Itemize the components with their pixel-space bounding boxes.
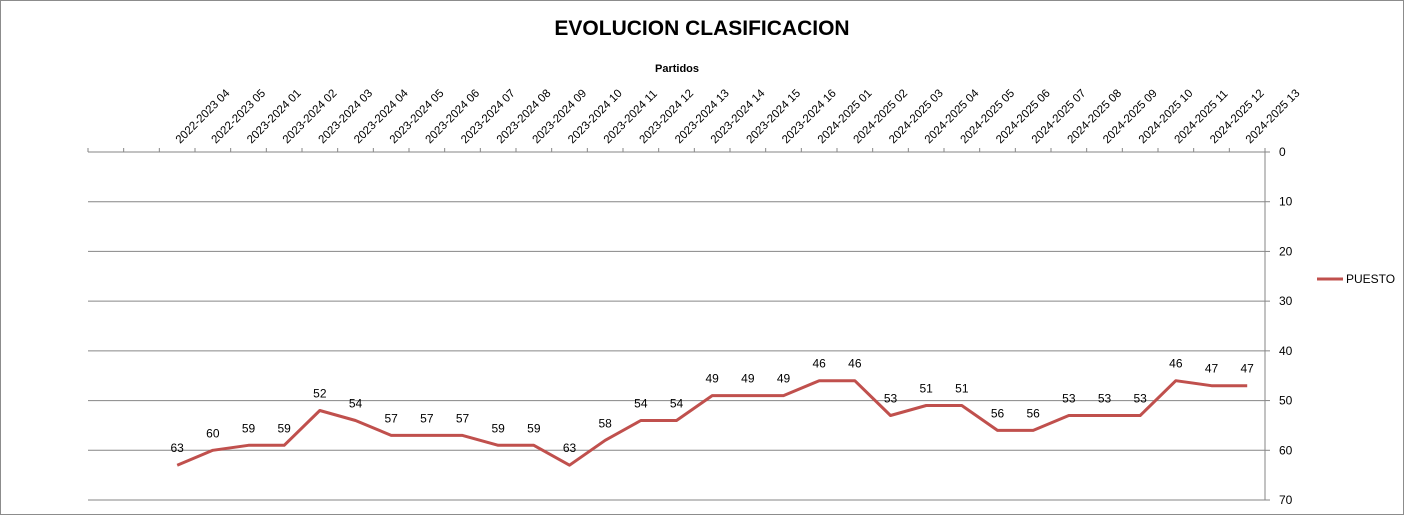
data-label: 57	[456, 411, 470, 425]
y-tick-label: 70	[1279, 493, 1293, 507]
data-label: 46	[1169, 357, 1183, 371]
y-tick-label: 20	[1279, 244, 1293, 258]
data-label: 53	[1133, 391, 1147, 405]
data-label: 58	[598, 416, 612, 430]
data-label: 51	[955, 382, 969, 396]
data-label: 59	[491, 421, 505, 435]
data-label: 51	[919, 382, 933, 396]
data-label: 57	[384, 411, 398, 425]
data-label: 53	[884, 391, 898, 405]
data-label: 59	[527, 421, 541, 435]
data-label: 63	[170, 441, 184, 455]
gridlines	[88, 151, 1265, 501]
data-label: 60	[206, 426, 220, 440]
data-label: 53	[1062, 391, 1076, 405]
y-tick-label: 0	[1279, 145, 1286, 159]
y-tick-label: 60	[1279, 443, 1293, 457]
legend: PUESTO	[1317, 272, 1395, 286]
data-label: 54	[670, 396, 684, 410]
data-label: 59	[242, 421, 256, 435]
data-label: 54	[634, 396, 648, 410]
data-label: 52	[313, 387, 327, 401]
data-label: 57	[420, 411, 434, 425]
axes	[87, 148, 1270, 501]
data-label: 56	[1026, 406, 1040, 420]
chart-title: EVOLUCION CLASIFICACION	[554, 17, 849, 40]
data-label: 49	[741, 372, 755, 386]
data-label: 49	[777, 372, 791, 386]
data-label: 63	[563, 441, 577, 455]
y-tick-label: 10	[1279, 195, 1293, 209]
series-layer	[176, 379, 1248, 467]
data-labels: 63 60 59 59 52 54 57 57 57 59 59 63 58 54 54 49 49 49 46 46…	[170, 357, 1254, 456]
series-line-puesto	[176, 379, 1248, 467]
data-label: 54	[349, 396, 363, 410]
data-label: 46	[848, 357, 862, 371]
data-label: 49	[705, 372, 719, 386]
data-label: 46	[812, 357, 826, 371]
data-label: 47	[1205, 362, 1219, 376]
data-label: 59	[277, 421, 291, 435]
x-axis-title: Partidos	[655, 63, 699, 75]
y-tick-labels: 0 10 20 30 40 50 60 70	[1279, 145, 1293, 507]
y-tick-label: 50	[1279, 394, 1293, 408]
data-label: 53	[1098, 391, 1112, 405]
y-tick-label: 40	[1279, 344, 1293, 358]
y-tick-label: 30	[1279, 294, 1293, 308]
data-label: 47	[1240, 362, 1254, 376]
data-label: 56	[991, 406, 1005, 420]
legend-label: PUESTO	[1346, 272, 1395, 286]
